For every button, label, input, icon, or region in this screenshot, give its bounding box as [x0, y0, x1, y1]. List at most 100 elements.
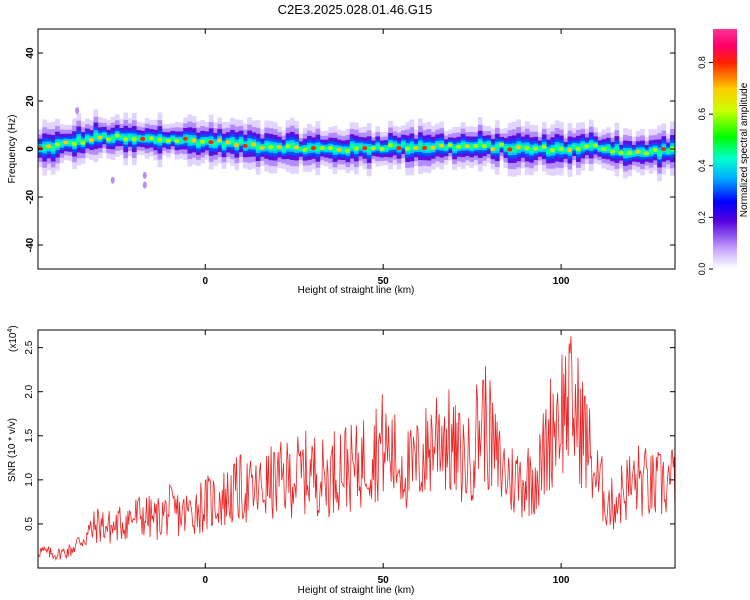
spectrogram-cell	[341, 148, 346, 153]
spectrogram-cell	[460, 142, 466, 149]
spectrogram-peak	[387, 143, 393, 148]
spectrogram-cell	[324, 146, 329, 151]
spectrogram-peak	[362, 146, 368, 151]
spectrogram-heatmap	[37, 107, 676, 189]
spectrogram-cell	[349, 143, 355, 150]
spectrogram-peak	[498, 142, 504, 147]
snr-scale-label: (x104)	[7, 325, 19, 352]
spectrogram-outlier	[110, 176, 115, 184]
spectrogram-peak	[490, 147, 496, 152]
spectrogram-cell	[486, 142, 492, 147]
spectrogram-peak	[379, 146, 385, 151]
spectrogram-cell	[272, 144, 278, 151]
spectrogram-cell	[238, 139, 244, 144]
spectrogram-cell	[537, 146, 543, 151]
svg-text:(x104): (x104)	[7, 325, 19, 352]
snr-ticks: 0 50 100 0.5 1.0 1.5 2.0 2.5	[24, 330, 675, 586]
spectrogram-cell	[452, 146, 457, 151]
spectrogram-peak	[336, 147, 342, 152]
spectrogram-peak	[225, 140, 231, 145]
spectrogram-peak	[541, 144, 547, 149]
spectrogram-peak	[345, 149, 351, 154]
spectrogram-peak	[71, 141, 77, 146]
spectrogram-peak	[293, 145, 299, 150]
colorbar-tick-label: 0.8	[697, 56, 707, 69]
spectrogram-outlier	[75, 107, 80, 115]
spectrogram-peak	[652, 148, 658, 153]
spectrogram-peak	[276, 145, 282, 150]
spectrogram-peak	[216, 138, 223, 143]
spectrogram-cell	[76, 136, 82, 143]
spectrogram-peak	[157, 137, 163, 142]
spectrogram-peak	[447, 143, 453, 148]
spectrogram-cell	[213, 141, 218, 147]
spectrogram-peak	[592, 143, 598, 148]
spectrogram-peak	[105, 137, 112, 142]
spectrogram-peak	[549, 148, 556, 153]
spectrogram-cell	[657, 150, 662, 157]
spectrogram-cell	[332, 147, 338, 153]
spectrogram-peak	[473, 144, 479, 149]
spectrogram-peak	[464, 144, 470, 149]
spectrogram-cell	[554, 144, 560, 151]
spectrogram-ticks: 0 50 100 -40 -20 0 20 40	[25, 29, 675, 287]
spectrogram-peak	[165, 138, 171, 143]
spectrogram-cell	[196, 141, 201, 147]
spectrogram-cell	[605, 146, 611, 151]
y-tick-label: 40	[25, 47, 36, 59]
x-tick-label: 0	[202, 276, 208, 287]
spectrogram-peak	[601, 146, 607, 151]
colorbar-ticks: 0.0 0.2 0.4 0.6 0.8	[697, 56, 713, 275]
spectrogram-cell	[529, 147, 534, 153]
spectrogram-peak	[456, 144, 462, 149]
spectrogram-peak	[114, 133, 120, 138]
spectrogram-cell	[383, 146, 389, 151]
spectrogram-cell	[153, 137, 158, 143]
spectrogram-peak	[208, 140, 214, 145]
spectrogram-cell	[315, 145, 321, 152]
spectrogram-cell	[178, 138, 184, 143]
x-tick-label: 50	[378, 276, 390, 287]
spectrogram-peak	[88, 138, 94, 143]
spectrogram-cell	[136, 136, 141, 141]
spectrogram-peak	[54, 142, 60, 147]
y-tick-label: 1.5	[24, 428, 35, 442]
spectrogram-peak	[199, 139, 206, 144]
spectrogram-peak	[438, 143, 445, 148]
spectrogram-cell	[298, 147, 304, 151]
spectrogram-peak	[97, 135, 103, 140]
spectrogram-peak	[618, 150, 624, 155]
spectrogram-peak	[80, 140, 86, 145]
colorbar-scale	[713, 29, 737, 269]
spectrogram-cell	[221, 142, 227, 149]
spectrogram-cell	[588, 142, 594, 149]
spectrogram-peak	[404, 146, 410, 151]
x-tick-label: 0	[202, 575, 208, 586]
spectrogram-cell	[264, 143, 270, 149]
spectrogram-peak	[140, 136, 146, 141]
spectrogram-cell	[375, 144, 381, 149]
colorbar: 0.0 0.2 0.4 0.6 0.8 Normalized spectral ampl…	[697, 29, 750, 275]
spectrogram-peak	[609, 149, 615, 154]
y-tick-label: 2.0	[24, 384, 35, 398]
spectrogram-peak	[661, 146, 667, 151]
spectrogram-cell	[42, 144, 47, 151]
snr-panel: 0 50 100 0.5 1.0 1.5 2.0 2.5 Height of straight…	[7, 325, 676, 596]
spectrogram-cell	[512, 146, 517, 153]
spectrogram-peak	[131, 137, 137, 142]
spectrogram-cell	[144, 136, 150, 141]
y-tick-label: -40	[25, 237, 36, 252]
spectrogram-cell	[59, 141, 65, 146]
colorbar-tick-label: 0.4	[697, 160, 707, 173]
spectrogram-cell	[597, 146, 603, 151]
spectrogram-cell	[443, 145, 449, 150]
spectrogram-cell	[503, 145, 509, 151]
spectrogram-cell	[571, 144, 577, 149]
spectrogram-cell	[546, 148, 551, 155]
spectrogram-peak	[191, 138, 197, 143]
spectrogram-peak	[148, 136, 154, 141]
colorbar-tick-label: 0.6	[697, 108, 707, 121]
y-tick-label: -20	[25, 189, 36, 204]
spectrogram-cell	[580, 143, 586, 149]
spectrogram-cell	[520, 144, 526, 150]
